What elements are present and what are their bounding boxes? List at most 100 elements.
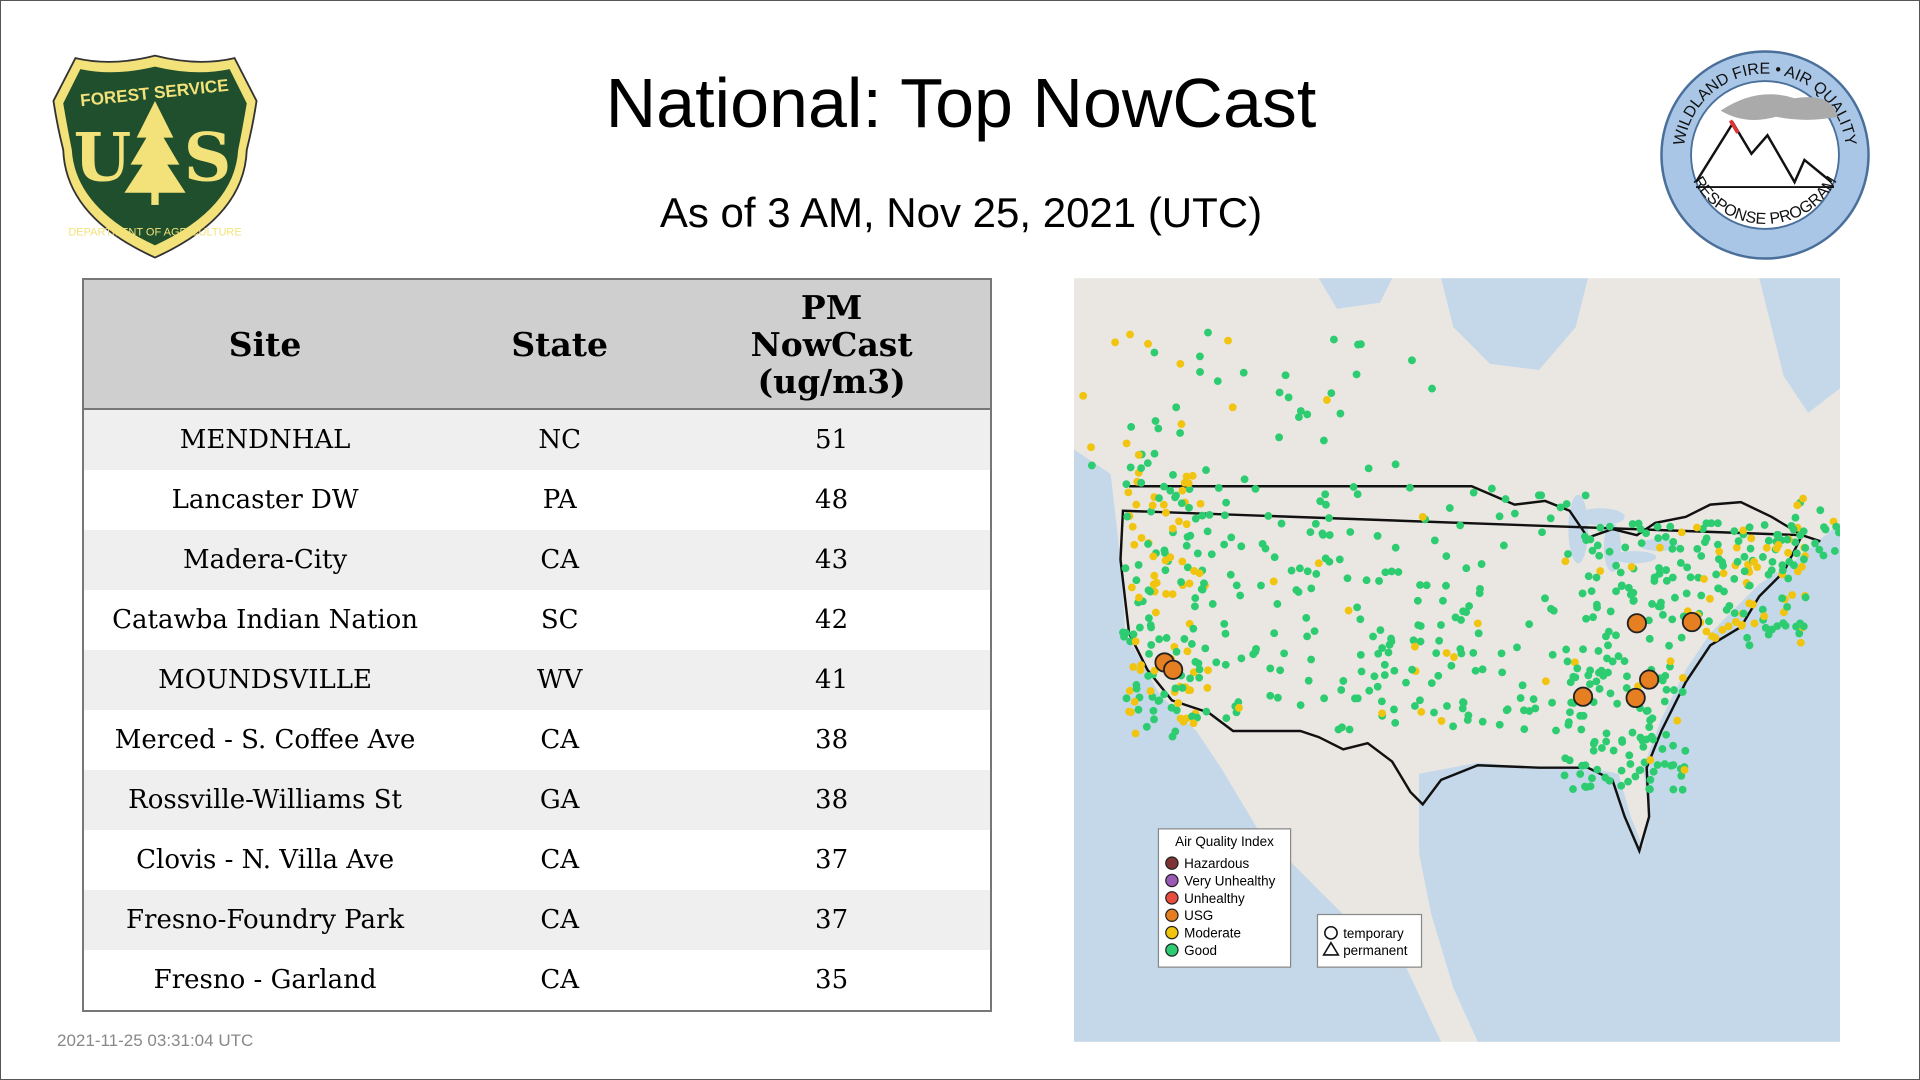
aqi-map[interactable]: Air Quality Index Hazardous Very Unhealth… xyxy=(1074,278,1840,1042)
site-marker-good[interactable] xyxy=(1149,706,1158,715)
site-marker-good[interactable] xyxy=(1653,522,1662,531)
site-marker-good[interactable] xyxy=(1646,775,1655,784)
site-marker-good[interactable] xyxy=(1745,523,1754,532)
site-marker-good[interactable] xyxy=(1637,539,1646,548)
site-marker-good[interactable] xyxy=(1442,581,1450,590)
site-marker-good[interactable] xyxy=(1319,530,1327,539)
site-marker-good[interactable] xyxy=(1602,729,1611,738)
site-marker-good[interactable] xyxy=(1166,486,1175,495)
site-marker-good[interactable] xyxy=(1177,578,1185,586)
site-marker-good[interactable] xyxy=(1195,352,1204,361)
site-marker-good[interactable] xyxy=(1303,410,1312,419)
site-marker-good[interactable] xyxy=(1416,696,1424,705)
site-marker-good[interactable] xyxy=(1221,660,1230,669)
site-marker-good[interactable] xyxy=(1266,691,1275,700)
site-marker-good[interactable] xyxy=(1266,664,1275,673)
site-marker-good[interactable] xyxy=(1428,384,1436,393)
site-marker-moderate[interactable] xyxy=(1128,522,1137,531)
site-marker-good[interactable] xyxy=(1693,544,1702,553)
site-marker-good[interactable] xyxy=(1676,559,1685,567)
site-marker-usg[interactable] xyxy=(1681,611,1703,633)
site-marker-good[interactable] xyxy=(1764,630,1773,639)
site-marker-good[interactable] xyxy=(1649,735,1658,744)
site-marker-moderate[interactable] xyxy=(1179,717,1188,726)
site-marker-good[interactable] xyxy=(1296,407,1305,415)
site-marker-moderate[interactable] xyxy=(1144,339,1152,348)
site-marker-moderate[interactable] xyxy=(1798,562,1806,571)
site-marker-good[interactable] xyxy=(1541,594,1549,603)
site-marker-good[interactable] xyxy=(1462,564,1471,573)
site-marker-good[interactable] xyxy=(1126,463,1135,472)
site-marker-good[interactable] xyxy=(1739,609,1748,618)
site-marker-good[interactable] xyxy=(1646,716,1655,725)
site-marker-good[interactable] xyxy=(1662,685,1671,694)
site-marker-good[interactable] xyxy=(1518,681,1527,690)
site-marker-good[interactable] xyxy=(1608,657,1617,666)
site-marker-moderate[interactable] xyxy=(1706,594,1714,603)
site-marker-moderate[interactable] xyxy=(1182,520,1191,529)
site-marker-good[interactable] xyxy=(1189,624,1198,633)
site-marker-good[interactable] xyxy=(1147,507,1156,516)
site-marker-good[interactable] xyxy=(1791,513,1800,522)
site-marker-good[interactable] xyxy=(1457,649,1466,658)
site-marker-good[interactable] xyxy=(1499,541,1508,550)
site-marker-good[interactable] xyxy=(1562,500,1571,508)
site-marker-good[interactable] xyxy=(1743,633,1752,642)
site-marker-good[interactable] xyxy=(1612,631,1620,640)
site-marker-moderate[interactable] xyxy=(1344,606,1353,615)
site-marker-good[interactable] xyxy=(1311,519,1320,528)
site-marker-good[interactable] xyxy=(1594,647,1603,655)
site-marker-moderate[interactable] xyxy=(1224,336,1232,345)
site-marker-moderate[interactable] xyxy=(1627,562,1636,571)
site-marker-usg[interactable] xyxy=(1639,669,1660,690)
site-marker-moderate[interactable] xyxy=(1570,658,1579,667)
site-marker-good[interactable] xyxy=(1581,491,1590,500)
site-marker-good[interactable] xyxy=(1705,617,1713,626)
site-marker-good[interactable] xyxy=(1588,546,1597,555)
site-marker-good[interactable] xyxy=(1373,682,1382,691)
site-marker-good[interactable] xyxy=(1761,623,1770,632)
site-marker-good[interactable] xyxy=(1384,648,1393,657)
site-marker-moderate[interactable] xyxy=(1796,638,1805,647)
site-marker-good[interactable] xyxy=(1375,577,1383,585)
site-marker-good[interactable] xyxy=(1155,696,1164,705)
site-marker-good[interactable] xyxy=(1666,522,1675,531)
site-marker-good[interactable] xyxy=(1474,629,1483,638)
site-marker-good[interactable] xyxy=(1790,561,1798,570)
site-marker-good[interactable] xyxy=(1677,633,1686,642)
site-marker-moderate[interactable] xyxy=(1184,479,1193,488)
site-marker-good[interactable] xyxy=(1469,488,1478,497)
site-marker-good[interactable] xyxy=(1251,484,1260,493)
site-marker-good[interactable] xyxy=(1325,531,1334,539)
site-marker-good[interactable] xyxy=(1655,569,1664,578)
site-marker-good[interactable] xyxy=(1336,409,1345,418)
site-marker-good[interactable] xyxy=(1657,598,1665,607)
site-marker-moderate[interactable] xyxy=(1137,661,1145,669)
site-marker-good[interactable] xyxy=(1816,506,1825,515)
site-marker-good[interactable] xyxy=(1617,781,1626,790)
site-marker-moderate[interactable] xyxy=(1655,543,1664,552)
site-marker-good[interactable] xyxy=(1346,528,1355,536)
site-marker-good[interactable] xyxy=(1469,648,1478,657)
site-marker-good[interactable] xyxy=(1683,563,1692,572)
site-marker-good[interactable] xyxy=(1573,664,1582,673)
site-marker-good[interactable] xyxy=(1319,436,1328,445)
site-marker-good[interactable] xyxy=(1501,495,1510,504)
site-marker-good[interactable] xyxy=(1733,557,1742,566)
site-marker-good[interactable] xyxy=(1352,370,1361,379)
site-marker-good[interactable] xyxy=(1325,557,1334,566)
site-marker-good[interactable] xyxy=(1127,422,1136,431)
site-marker-moderate[interactable] xyxy=(1127,583,1136,592)
site-marker-moderate[interactable] xyxy=(1760,612,1769,621)
site-marker-good[interactable] xyxy=(1203,527,1212,536)
site-marker-good[interactable] xyxy=(1796,531,1805,540)
site-marker-good[interactable] xyxy=(1713,540,1722,549)
site-marker-good[interactable] xyxy=(1584,572,1593,581)
site-marker-moderate[interactable] xyxy=(1178,486,1187,495)
site-marker-good[interactable] xyxy=(1707,519,1716,528)
site-marker-good[interactable] xyxy=(1345,725,1354,734)
site-marker-good[interactable] xyxy=(1120,632,1128,641)
site-marker-good[interactable] xyxy=(1628,520,1637,528)
site-marker-good[interactable] xyxy=(1606,607,1615,616)
site-marker-good[interactable] xyxy=(1193,549,1202,558)
